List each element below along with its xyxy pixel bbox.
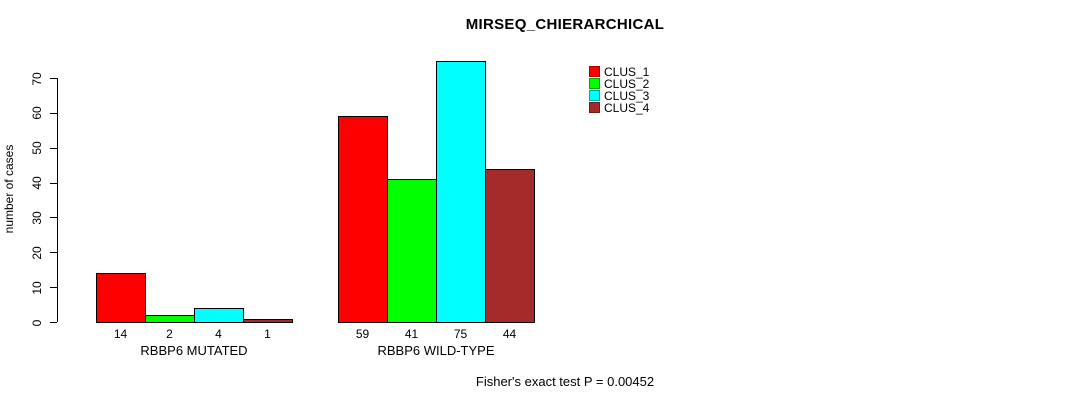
y-axis-tick-label: 70	[30, 71, 44, 86]
y-axis-tick-label: 10	[30, 280, 44, 295]
legend-swatch-clus_1	[589, 66, 600, 77]
bar-value-label: 44	[502, 327, 517, 341]
bar-value-label: 1	[264, 327, 271, 341]
bar-value-label: 75	[453, 327, 468, 341]
y-axis-tick	[50, 322, 57, 323]
y-axis-tick	[50, 287, 57, 289]
y-axis-line	[57, 78, 58, 322]
y-axis-tick-label: 0	[30, 319, 44, 326]
bar-value-label: 41	[404, 327, 419, 341]
bar-value-label: 14	[113, 327, 128, 341]
category-label: RBBP6 WILD-TYPE	[377, 343, 495, 358]
bar-clus_1-1	[96, 273, 146, 323]
category-label: RBBP6 MUTATED	[140, 343, 248, 358]
y-axis-tick-label: 20	[30, 246, 44, 260]
y-axis-tick-label: 30	[30, 211, 44, 225]
legend-swatch-clus_2	[589, 78, 600, 89]
y-axis-tick	[50, 217, 57, 219]
bar-clus_2-2	[387, 179, 437, 323]
legend-label-clus_3: CLUS_3	[604, 89, 650, 103]
bar-clus_4-2	[485, 169, 535, 323]
bar-clus_4-1	[243, 319, 293, 323]
bar-clus_1-2	[338, 116, 388, 323]
bar-clus_3-1	[194, 308, 244, 323]
y-axis-tick-label: 40	[30, 176, 44, 190]
y-axis-tick	[50, 182, 57, 184]
y-axis-tick	[50, 252, 57, 254]
legend-label-clus_4: CLUS_4	[604, 101, 650, 115]
bar-clus_3-2	[436, 61, 486, 323]
y-axis-tick-label: 50	[30, 141, 44, 155]
y-axis-tick	[50, 147, 57, 149]
legend-swatch-clus_4	[589, 102, 600, 113]
y-axis-label: number of cases	[2, 144, 16, 234]
legend-label-clus_1: CLUS_1	[604, 65, 650, 79]
legend-swatch-clus_3	[589, 90, 600, 101]
chart-title: MIRSEQ_CHIERARCHICAL	[465, 16, 665, 33]
bar-value-label: 59	[355, 327, 370, 341]
y-axis-tick	[50, 78, 57, 79]
bar-value-label: 2	[166, 327, 173, 341]
y-axis-tick-label: 60	[30, 106, 44, 121]
y-axis-tick	[50, 112, 57, 114]
bar-clus_2-1	[145, 315, 195, 323]
legend-label-clus_2: CLUS_2	[604, 77, 650, 91]
bar-value-label: 4	[215, 327, 222, 341]
fisher-test-note: Fisher's exact test P = 0.00452	[475, 374, 655, 389]
